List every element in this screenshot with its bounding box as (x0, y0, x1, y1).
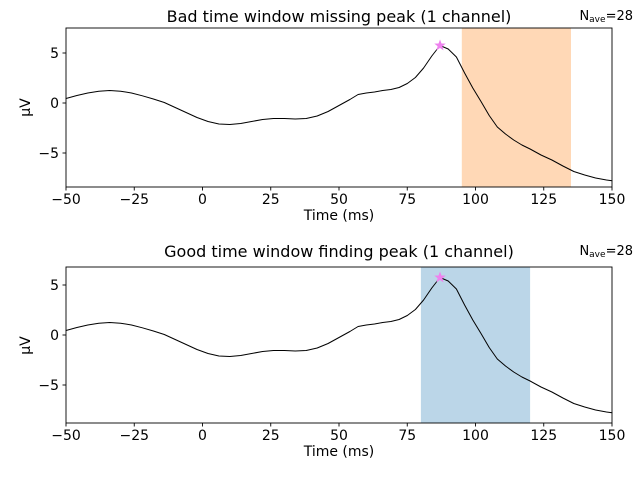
x-tick-label: 50 (330, 192, 348, 208)
nave-base: N (579, 244, 590, 259)
y-tick-label: 5 (50, 278, 59, 294)
x-tick-label: 150 (599, 192, 626, 208)
x-tick-label: −50 (51, 428, 81, 444)
x-tick-label: 75 (398, 428, 416, 444)
xlabel-good-window: Time (ms) (303, 444, 375, 460)
nave-value: =28 (605, 9, 633, 24)
waveform-trace (65, 277, 613, 414)
x-tick-label: 0 (198, 192, 207, 208)
peak-star-marker (434, 271, 446, 283)
nave-annotation-bad: Nave=28 (579, 9, 633, 26)
x-tick-label: 0 (198, 428, 207, 444)
peak-star-marker (434, 39, 446, 51)
x-tick-label: 100 (462, 428, 489, 444)
title-bad-window: Bad time window missing peak (1 channel) (166, 7, 512, 26)
y-tick-label: 0 (50, 96, 59, 112)
x-tick-label: 125 (530, 428, 557, 444)
nave-subscript: ave (589, 250, 606, 260)
x-tick-label: 50 (330, 428, 348, 444)
xlabel-bad-window: Time (ms) (303, 208, 375, 224)
y-tick-label: 5 (50, 46, 59, 62)
x-tick-label: −25 (119, 192, 149, 208)
y-tick-label: −5 (38, 378, 59, 394)
time-window-span (461, 28, 571, 187)
time-window-span (420, 267, 531, 423)
x-tick-label: 25 (262, 192, 280, 208)
nave-annotation-good: Nave=28 (579, 244, 633, 261)
waveform-trace (65, 45, 613, 182)
nave-subscript: ave (589, 15, 606, 25)
x-tick-label: 25 (262, 428, 280, 444)
title-good-window: Good time window finding peak (1 channel… (164, 242, 514, 261)
x-tick-label: 75 (398, 192, 416, 208)
x-tick-label: −25 (119, 428, 149, 444)
y-tick-label: −5 (38, 146, 59, 162)
x-tick-label: −50 (51, 192, 81, 208)
ylabel-good-window: µV (18, 336, 34, 355)
x-tick-label: 150 (599, 428, 626, 444)
ylabel-bad-window: µV (18, 98, 34, 117)
nave-value: =28 (605, 244, 633, 259)
nave-base: N (579, 9, 590, 24)
x-tick-label: 125 (530, 192, 557, 208)
y-tick-label: 0 (50, 328, 59, 344)
x-tick-label: 100 (462, 192, 489, 208)
